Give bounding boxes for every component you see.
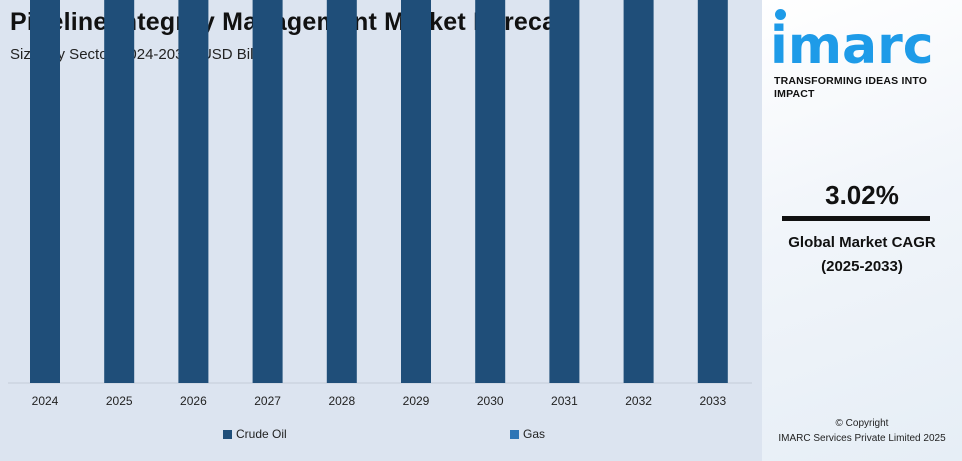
bar-crude-oil-2027 bbox=[252, 0, 283, 384]
cagr-value: 3.02% bbox=[825, 180, 899, 210]
logo-dot bbox=[775, 9, 786, 20]
x-tick-label: 2031 bbox=[551, 394, 578, 408]
x-tick-label: 2024 bbox=[32, 394, 59, 408]
chart-panel: Pipeline Integrity Management Market For… bbox=[8, 0, 752, 441]
cagr-period: (2025-2033) bbox=[821, 258, 903, 275]
bar-crude-oil-2024 bbox=[30, 0, 60, 383]
chart-subtitle: Size, By Sector, 2024-2033 (USD Billion) bbox=[10, 46, 282, 63]
bar-crude-oil-2029 bbox=[401, 0, 431, 383]
legend-label: Crude Oil bbox=[236, 427, 287, 441]
bar-crude-oil-2031 bbox=[549, 0, 580, 383]
bar-crude-oil-2033 bbox=[697, 0, 728, 383]
x-tick-label: 2027 bbox=[254, 394, 281, 408]
x-tick-label: 2026 bbox=[180, 394, 207, 408]
x-tick-label: 2029 bbox=[403, 394, 430, 408]
bar-crude-oil-2032 bbox=[623, 0, 654, 383]
legend-item-gas: Gas bbox=[510, 427, 545, 441]
bar-chart: 2024USD 10.62 B2025202620272028202920302… bbox=[8, 0, 752, 408]
legend-label: Gas bbox=[523, 427, 546, 441]
divider bbox=[782, 216, 930, 221]
imarc-logo: imarc bbox=[770, 16, 934, 76]
bar-crude-oil-2028 bbox=[326, 0, 357, 383]
x-tick-label: 2025 bbox=[106, 394, 133, 408]
x-tick-label: 2033 bbox=[699, 394, 726, 408]
legend-swatch-crude-oil bbox=[223, 429, 232, 439]
legend-item-crude-oil: Crude Oil bbox=[223, 427, 287, 441]
x-tick-label: 2032 bbox=[625, 394, 652, 408]
bar-crude-oil-2030 bbox=[475, 0, 506, 383]
x-tick-label: 2028 bbox=[328, 394, 355, 408]
tagline: TRANSFORMING IDEAS INTO IMPACT bbox=[774, 75, 928, 100]
cagr-label-text: Global Market CAGR bbox=[788, 234, 936, 251]
side-panel: imarc TRANSFORMING IDEAS INTO IMPACT 3.0… bbox=[762, 0, 962, 461]
bar-crude-oil-2025 bbox=[104, 0, 135, 383]
cagr-label: Global Market CAGR (2025-2033) bbox=[762, 231, 962, 279]
legend-swatch-gas bbox=[510, 429, 519, 439]
company-name: IMARC Services Private Limited 2025 bbox=[778, 433, 946, 444]
copyright: © Copyright IMARC Services Private Limit… bbox=[762, 416, 962, 446]
copyright-text: © Copyright bbox=[835, 418, 889, 429]
x-tick-label: 2030 bbox=[477, 394, 504, 408]
bar-crude-oil-2026 bbox=[178, 0, 209, 383]
